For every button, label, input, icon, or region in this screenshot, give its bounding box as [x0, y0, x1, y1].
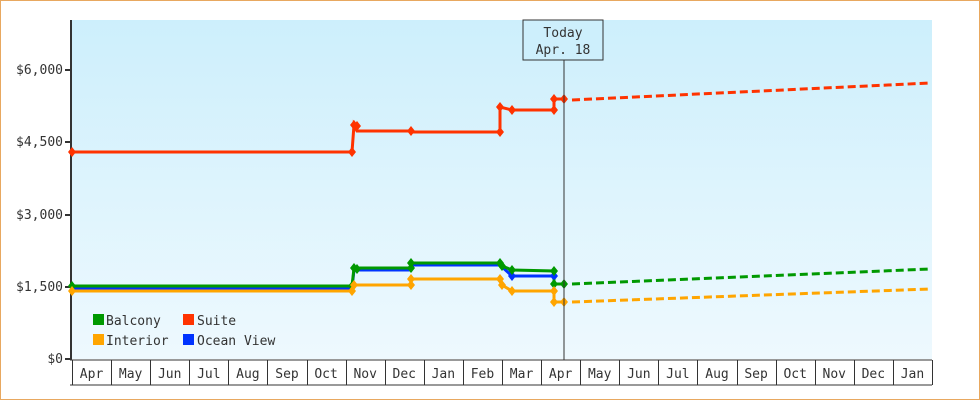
legend-balcony: Balcony [106, 314, 161, 329]
x-tick-label: Jul [666, 367, 689, 382]
x-tick-label: Oct [314, 367, 337, 382]
x-tick-label: Jan [432, 367, 455, 382]
x-tick-label: Apr [80, 367, 104, 382]
y-ticks [65, 69, 71, 360]
data-point-markers [68, 94, 568, 307]
plot-area [72, 20, 932, 359]
x-tick-label: Dec [393, 367, 416, 382]
x-tick-label: Sep [744, 367, 768, 382]
legend-interior: Interior [106, 334, 169, 349]
x-tick-label: Jun [158, 367, 181, 382]
legend: Balcony Suite Interior Ocean View [93, 314, 275, 349]
x-tick-label: Mar [510, 367, 534, 382]
x-tick-label: Jun [627, 367, 650, 382]
today-label: Today [543, 26, 582, 41]
x-tick-label: Feb [471, 367, 495, 382]
x-tick-label: Oct [783, 367, 806, 382]
svg-text:$3,000: $3,000 [16, 208, 63, 223]
x-tick-label: Aug [705, 367, 728, 382]
today-label-box [522, 19, 604, 61]
x-tick-label: Jul [197, 367, 220, 382]
legend-ocean-view: Ocean View [197, 334, 275, 349]
x-tick-label: Nov [823, 367, 847, 382]
svg-text:$1,500: $1,500 [16, 280, 63, 295]
today-date: Apr. 18 [536, 43, 591, 58]
y-tick-labels: $0 $1,500 $3,000 $4,500 $6,000 [16, 63, 63, 367]
x-tick-label: May [588, 367, 612, 382]
svg-text:$4,500: $4,500 [16, 135, 63, 150]
x-tick-labels: Apr May Jun Jul Aug Sep Oct Nov Dec Jan Feb Mar Apr M… [80, 367, 924, 382]
x-tick-label: Nov [353, 367, 377, 382]
svg-text:$6,000: $6,000 [16, 63, 63, 78]
x-tick-label: May [119, 367, 143, 382]
x-tick-label: Jan [901, 367, 924, 382]
x-tick-label: Dec [862, 367, 885, 382]
x-tick-label: Aug [236, 367, 259, 382]
x-tick-label: Sep [275, 367, 299, 382]
legend-suite: Suite [197, 314, 236, 329]
x-tick-label: Apr [549, 367, 573, 382]
svg-text:$0: $0 [47, 352, 63, 367]
x-axis [72, 360, 933, 385]
